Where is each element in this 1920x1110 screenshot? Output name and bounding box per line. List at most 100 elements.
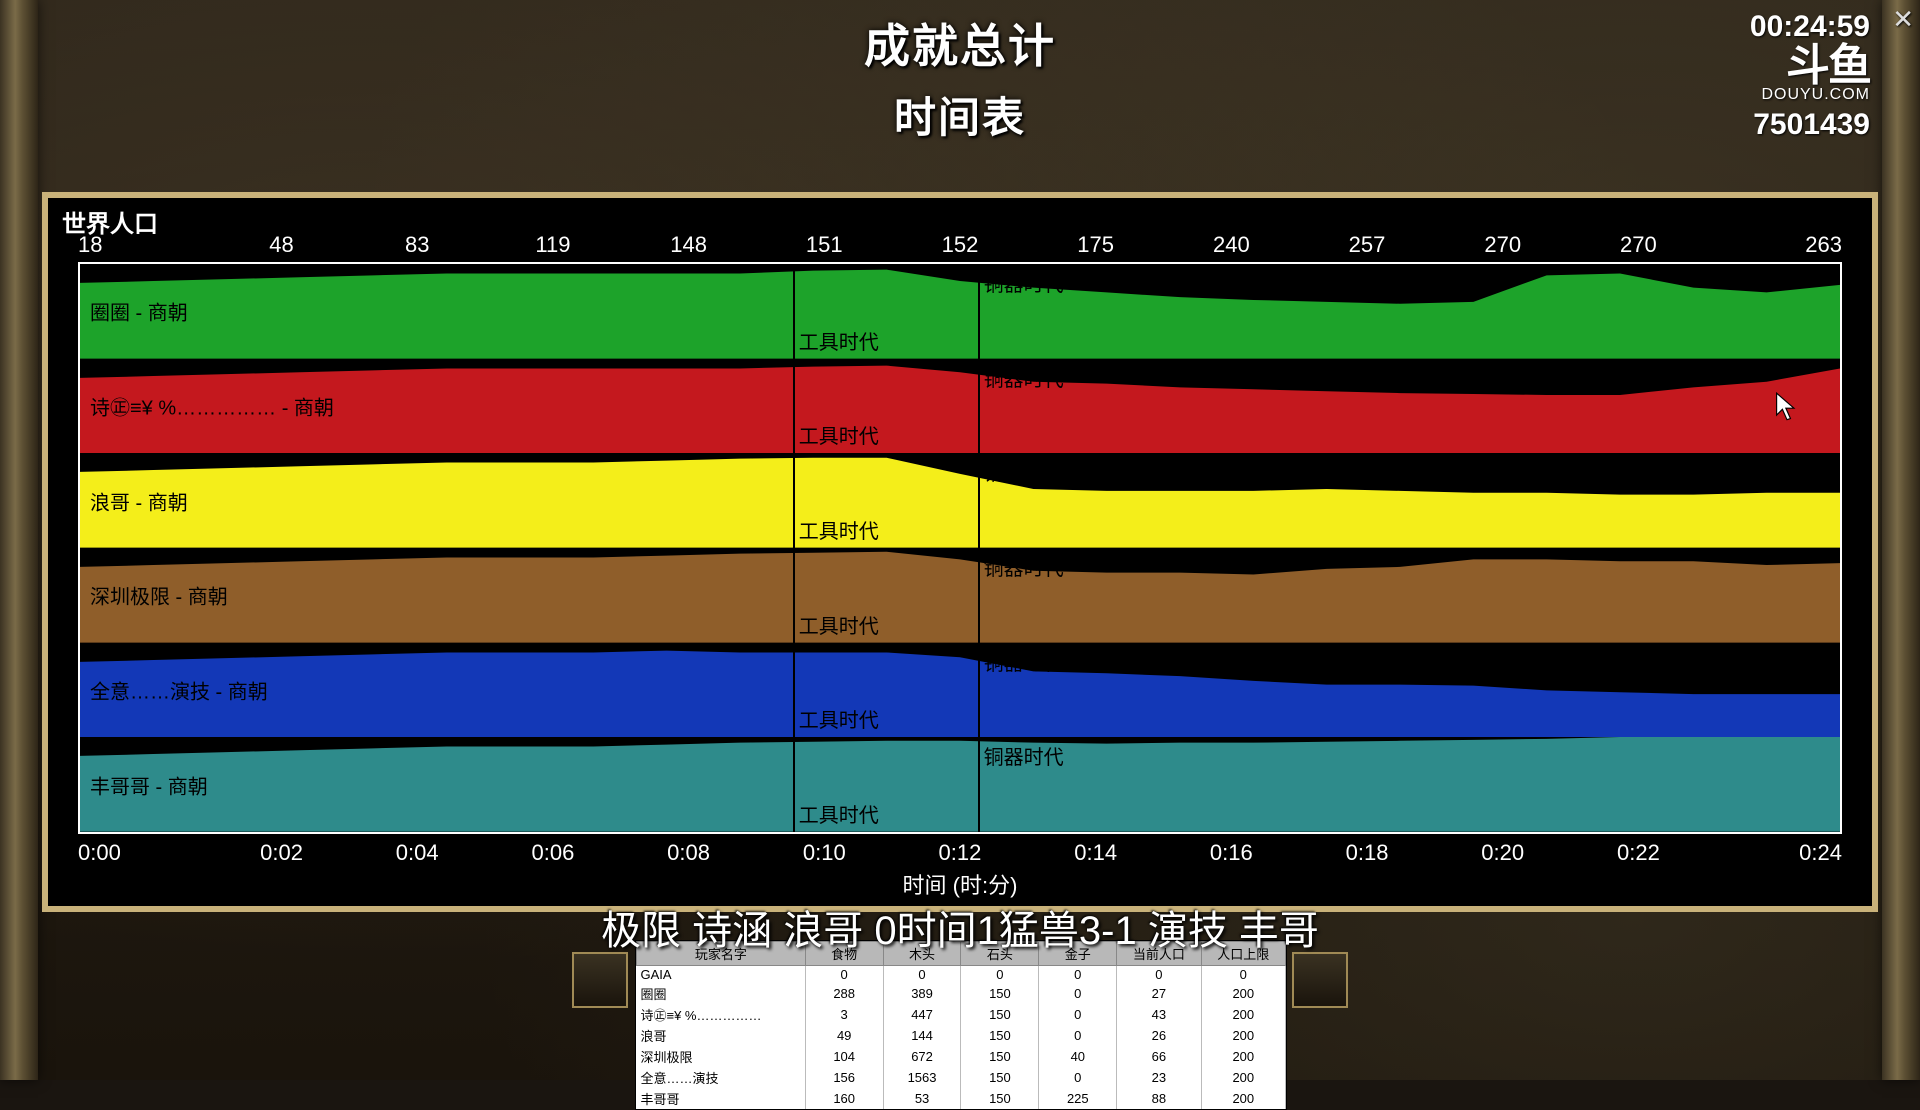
table-cell: 200 — [1201, 1088, 1285, 1109]
table-cell: 200 — [1201, 1004, 1285, 1025]
bottom-tick: 0:06 — [485, 840, 621, 866]
x-axis-label: 时间 (时:分) — [903, 868, 1018, 900]
top-tick: 175 — [1028, 232, 1164, 258]
table-cell: 200 — [1201, 983, 1285, 1004]
top-tick: 270 — [1435, 232, 1571, 258]
table-cell: 0 — [961, 966, 1039, 984]
age-label-bronze: 铜器时代 — [984, 552, 1064, 581]
player-row: 全意……演技 - 商朝工具时代 铜器时代 — [80, 643, 1840, 738]
table-cell: 圈圈 — [637, 983, 806, 1004]
age-label-tool: 工具时代 — [799, 515, 879, 544]
player-label: 诗㊣≡¥ %…………… - 商朝 — [90, 392, 334, 421]
table-cell: 104 — [805, 1046, 883, 1067]
table-cell: 0 — [1201, 966, 1285, 984]
pillar-right — [1882, 0, 1920, 1080]
top-tick: 257 — [1299, 232, 1435, 258]
table-cell: 150 — [961, 1004, 1039, 1025]
bottom-tick: 0:08 — [621, 840, 757, 866]
age-line-bronze — [978, 737, 980, 832]
top-ticks: 184883119148151152175240257270270263 — [78, 232, 1842, 258]
bottom-tick: 0:12 — [892, 840, 1028, 866]
table-cell: 浪哥 — [637, 1025, 806, 1046]
stats-side-left[interactable] — [572, 952, 628, 1008]
table-cell: 150 — [961, 1067, 1039, 1088]
player-row: 圈圈 - 商朝工具时代铜器时代 — [80, 264, 1840, 359]
top-tick: 18 — [78, 232, 214, 258]
bottom-tick: 0:24 — [1706, 840, 1842, 866]
table-cell: 150 — [961, 1088, 1039, 1109]
table-cell: 0 — [883, 966, 961, 984]
table-cell: 156 — [805, 1067, 883, 1088]
table-cell: 深圳极限 — [637, 1046, 806, 1067]
table-cell: 0 — [1039, 1004, 1117, 1025]
table-cell: 225 — [1039, 1088, 1117, 1109]
table-cell: 150 — [961, 1025, 1039, 1046]
pillar-left — [0, 0, 38, 1080]
age-label-bronze: 铜器时代 — [984, 457, 1064, 486]
age-label-bronze: 铜器时代 — [984, 363, 1064, 392]
bottom-tick: 0:16 — [1164, 840, 1300, 866]
stats-table: 玩家名字食物木头石头金子当前人口人口上限GAIA000000圈圈28838915… — [635, 940, 1287, 1110]
brand-cn: 斗鱼 — [1750, 44, 1870, 88]
player-row: 丰哥哥 - 商朝工具时代铜器时代 — [80, 737, 1840, 832]
table-cell: GAIA — [637, 966, 806, 984]
bottom-tick: 0:00 — [78, 840, 214, 866]
top-tick: 263 — [1706, 232, 1842, 258]
age-line-bronze — [978, 643, 980, 738]
title-sub: 时间表 — [660, 84, 1260, 145]
player-row: 深圳极限 - 商朝工具时代铜器时代 — [80, 548, 1840, 643]
age-label-bronze: 铜器时代 — [984, 647, 1064, 676]
age-line-tool — [793, 737, 795, 832]
table-cell: 43 — [1117, 1004, 1201, 1025]
table-cell: 0 — [1039, 983, 1117, 1004]
close-button[interactable]: ✕ — [1892, 4, 1914, 35]
stats-side-right[interactable] — [1292, 952, 1348, 1008]
table-row: 全意……演技1561563150023200 — [637, 1067, 1286, 1088]
bottom-ticks: 0:000:020:040:060:080:100:120:140:160:18… — [78, 840, 1842, 866]
top-tick: 148 — [621, 232, 757, 258]
bottom-tick: 0:20 — [1435, 840, 1571, 866]
table-cell: 200 — [1201, 1046, 1285, 1067]
table-cell: 150 — [961, 983, 1039, 1004]
age-label-bronze: 铜器时代 — [984, 268, 1064, 297]
title-banner: 成就总计 时间表 — [660, 10, 1260, 145]
table-cell: 200 — [1201, 1067, 1285, 1088]
bottom-tick: 0:18 — [1299, 840, 1435, 866]
age-line-bronze — [978, 359, 980, 454]
table-cell: 53 — [883, 1088, 961, 1109]
table-cell: 全意……演技 — [637, 1067, 806, 1088]
table-row: 丰哥哥1605315022588200 — [637, 1088, 1286, 1109]
age-label-tool: 工具时代 — [799, 420, 879, 449]
table-cell: 40 — [1039, 1046, 1117, 1067]
table-cell: 0 — [1039, 966, 1117, 984]
top-tick: 270 — [1571, 232, 1707, 258]
table-cell: 288 — [805, 983, 883, 1004]
top-tick: 48 — [214, 232, 350, 258]
player-label: 深圳极限 - 商朝 — [90, 581, 228, 610]
table-cell: 0 — [1039, 1067, 1117, 1088]
table-cell: 23 — [1117, 1067, 1201, 1088]
table-cell: 0 — [805, 966, 883, 984]
subtitle-overlay: 极限 诗涵 浪哥 0时间1猛兽3-1 演技 丰哥 — [601, 898, 1319, 956]
bottom-tick: 0:04 — [349, 840, 485, 866]
timeline-panel: 世界人口 18488311914815115217524025727027026… — [42, 192, 1878, 912]
age-line-tool — [793, 359, 795, 454]
table-cell: 389 — [883, 983, 961, 1004]
age-line-bronze — [978, 453, 980, 548]
table-cell: 88 — [1117, 1088, 1201, 1109]
age-line-tool — [793, 453, 795, 548]
top-tick: 119 — [485, 232, 621, 258]
table-cell: 144 — [883, 1025, 961, 1046]
table-cell: 49 — [805, 1025, 883, 1046]
table-cell: 0 — [1039, 1025, 1117, 1046]
player-row: 诗㊣≡¥ %…………… - 商朝工具时代 铜器时代 — [80, 359, 1840, 454]
table-cell: 200 — [1201, 1025, 1285, 1046]
table-row: 圈圈288389150027200 — [637, 983, 1286, 1004]
table-cell: 3 — [805, 1004, 883, 1025]
age-label-tool: 工具时代 — [799, 704, 879, 733]
age-line-tool — [793, 548, 795, 643]
top-tick: 152 — [892, 232, 1028, 258]
player-label: 全意……演技 - 商朝 — [90, 676, 268, 705]
age-line-tool — [793, 643, 795, 738]
table-cell: 1563 — [883, 1067, 961, 1088]
